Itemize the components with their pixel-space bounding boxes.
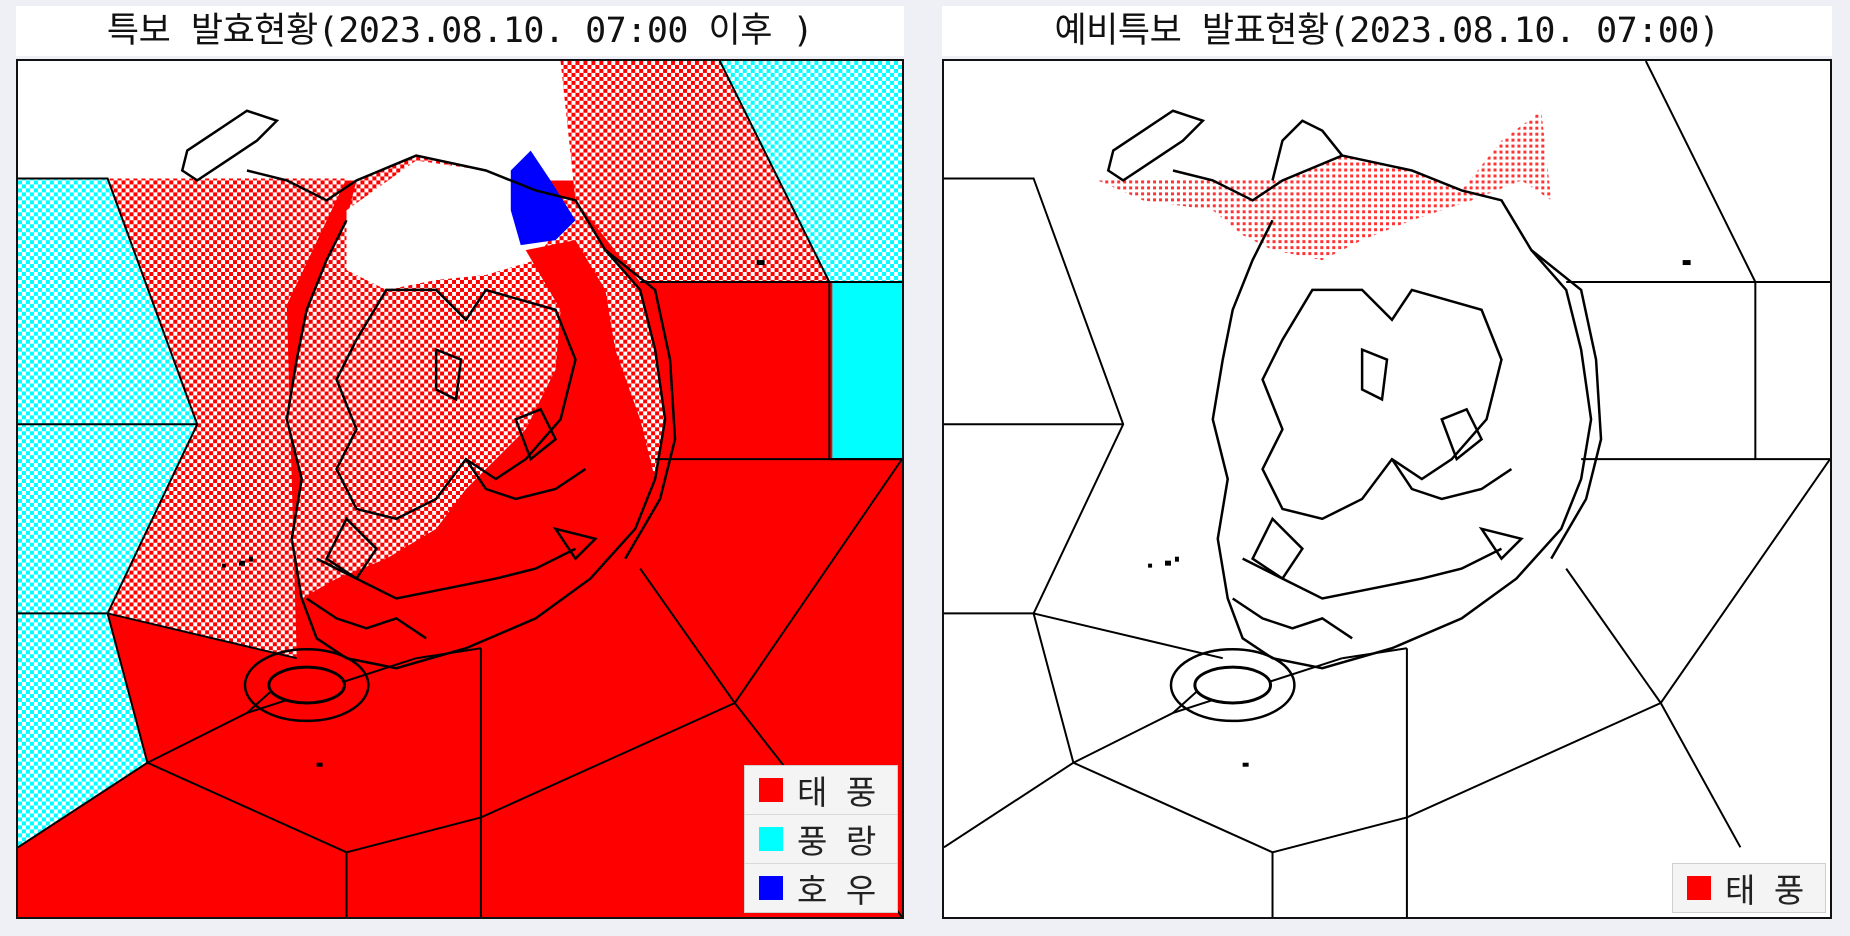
legend-item-typhoon: 태 풍 [745, 766, 897, 814]
typhoon-warning-land [301, 240, 656, 669]
jeju-island [243, 648, 370, 723]
legend-item-wind-wave: 풍 랑 [745, 814, 897, 863]
panel-title: 예비특보 발표현황(2023.08.10. 07:00) [942, 6, 1832, 56]
legend-label: 호 우 [797, 871, 881, 910]
legend-label: 풍 랑 [797, 822, 881, 861]
preliminary-warnings-map: 태 풍 [942, 59, 1832, 919]
coastline [180, 109, 677, 670]
legend-label: 태 풍 [797, 773, 881, 812]
coastline [1106, 109, 1603, 670]
heavy-rain-zone [510, 150, 576, 246]
legend-label: 태 풍 [1725, 871, 1809, 910]
typhoon-advisory-east-sea [560, 61, 830, 282]
small-islands [222, 260, 765, 767]
typhoon-advisory-west-sea [107, 178, 347, 659]
strong-wind-sea-east-outer [832, 281, 902, 460]
jeju-island [1169, 648, 1296, 723]
small-islands [1148, 260, 1691, 767]
red-square-icon [759, 778, 783, 802]
strong-wind-sea-east [719, 61, 902, 282]
active-warnings-map: 태 풍 풍 랑 호 우 [16, 59, 904, 919]
sea-zone-boundaries [944, 61, 1830, 917]
map-legend: 태 풍 [1672, 863, 1826, 913]
blue-square-icon [759, 876, 783, 900]
legend-item-typhoon: 태 풍 [1673, 864, 1825, 912]
cyan-square-icon [759, 827, 783, 851]
strong-wind-sea-west [18, 178, 198, 848]
preliminary-typhoon-area [1093, 110, 1552, 261]
red-square-icon [1687, 876, 1711, 900]
map-legend: 태 풍 풍 랑 호 우 [744, 765, 898, 913]
panel-title: 특보 발효현황(2023.08.10. 07:00 이후 ) [16, 6, 904, 56]
legend-item-heavy-rain: 호 우 [745, 863, 897, 912]
